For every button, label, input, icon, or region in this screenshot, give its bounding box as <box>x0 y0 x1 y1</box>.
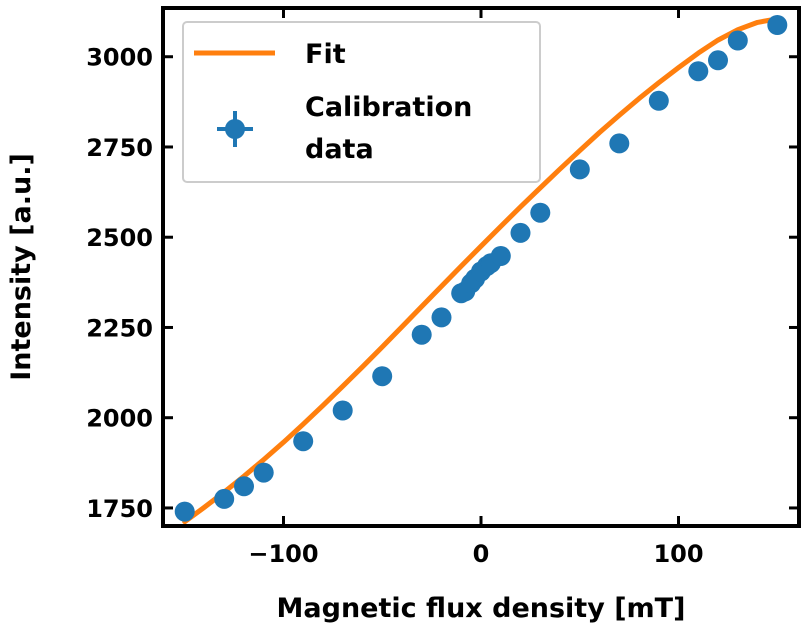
legend: Fit Calibration data <box>182 21 541 183</box>
x-axis-ticks: −100 0 100 <box>248 8 704 568</box>
data-point <box>767 15 788 35</box>
legend-box <box>182 21 541 183</box>
y-tick-label: 2250 <box>86 314 153 342</box>
x-axis-label: Magnetic flux density [mT] <box>277 593 686 624</box>
data-point <box>332 400 353 421</box>
data-point <box>708 50 728 71</box>
data-point <box>648 90 669 111</box>
data-point <box>609 133 630 154</box>
data-point <box>411 324 432 345</box>
data-point <box>530 202 551 223</box>
y-axis-label: Intensity [a.u.] <box>6 153 37 381</box>
data-point <box>214 488 235 509</box>
y-tick-label: 2750 <box>86 134 153 162</box>
fit-line-layer <box>182 16 780 525</box>
legend-calibration-swatch <box>217 111 253 147</box>
data-point <box>688 61 709 82</box>
fit-line <box>182 16 780 525</box>
data-point <box>174 501 195 522</box>
data-point <box>372 366 393 387</box>
data-point <box>293 431 314 452</box>
data-points-layer <box>174 15 788 522</box>
y-tick-label: 2500 <box>86 224 153 252</box>
y-tick-label: 1750 <box>86 495 153 523</box>
x-tick-label: −100 <box>248 540 318 568</box>
legend-fit-label: Fit <box>305 39 346 70</box>
legend-calibration-label-line2: data <box>305 134 374 165</box>
data-point <box>431 307 452 328</box>
data-point <box>234 476 254 497</box>
data-point <box>569 159 590 180</box>
data-point <box>253 462 274 483</box>
legend-calibration-label-line1: Calibration <box>305 92 472 123</box>
data-point <box>727 30 748 51</box>
x-tick-label: 0 <box>473 540 490 568</box>
x-tick-label: 100 <box>653 540 703 568</box>
data-point <box>510 222 531 243</box>
data-point <box>490 246 511 266</box>
y-tick-label: 3000 <box>86 44 153 72</box>
y-axis-ticks: 1750 2000 2250 2500 2750 3000 <box>86 44 799 523</box>
y-tick-label: 2000 <box>86 405 153 433</box>
